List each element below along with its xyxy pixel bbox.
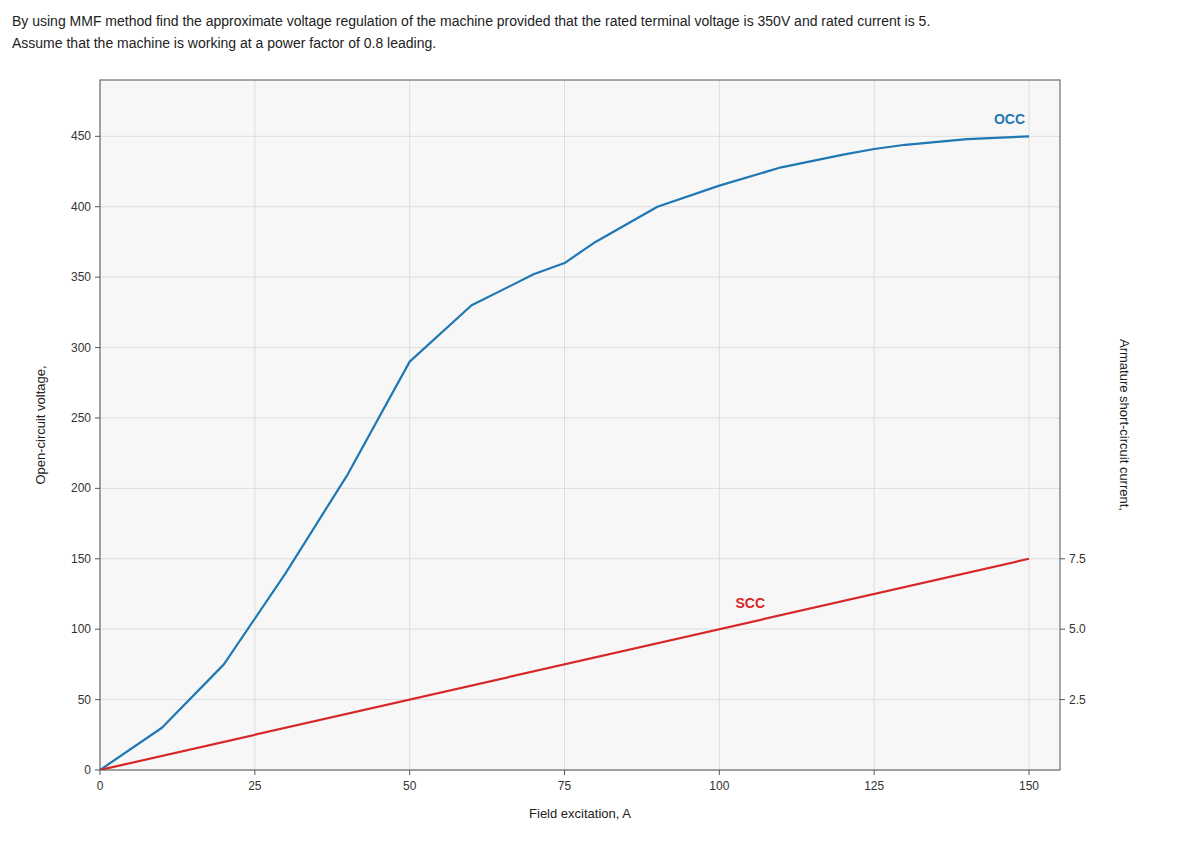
x-tick-label: 50 [403,779,417,793]
y-tick [95,770,100,771]
x-tick-label: 150 [1019,779,1039,793]
y-grid-line [100,558,1060,559]
x-axis-label: Field excitation, A [529,806,631,821]
x-tick [874,770,875,775]
x-tick-label: 100 [709,779,729,793]
y2-tick [1060,629,1065,630]
y-grid-line [100,488,1060,489]
x-tick [564,770,565,775]
y-axis-label: Open-circuit voltage, [33,365,48,484]
y-grid-line [100,417,1060,418]
y-tick [95,136,100,137]
y-grid-line [100,347,1060,348]
y-grid-line [100,206,1060,207]
x-grid-line [1029,80,1030,770]
y2-tick-label: 5.0 [1069,622,1086,636]
series-line [100,136,1029,770]
y-grid-line [100,629,1060,630]
y-tick-label: 450 [71,129,91,143]
y-grid-line [100,277,1060,278]
x-tick [1029,770,1030,775]
x-grid-line [409,80,410,770]
y-tick-label: 50 [78,693,92,707]
plot-area [100,80,1060,770]
y2-tick-label: 7.5 [1069,552,1086,566]
title: By using MMF method find the approximate… [12,13,930,29]
y-tick-label: 0 [84,763,91,777]
x-tick [254,770,255,775]
y-tick [95,558,100,559]
x-tick [100,770,101,775]
curve-label: OCC [994,111,1025,127]
x-tick [409,770,410,775]
y-tick-label: 100 [71,622,91,636]
y-tick-label: 200 [71,481,91,495]
x-grid-line [254,80,255,770]
y2-tick [1060,558,1065,559]
y-tick-label: 150 [71,552,91,566]
y-grid-line [100,699,1060,700]
x-grid-line [874,80,875,770]
y-tick [95,277,100,278]
y-tick-label: 300 [71,341,91,355]
y2-axis-label: Armature short-circuit current, [1117,339,1132,511]
series-line [100,559,1029,770]
curve-label: SCC [736,595,766,611]
chart: By using MMF method find the approximate… [0,0,1200,841]
y-tick [95,347,100,348]
y-tick [95,206,100,207]
y-tick [95,629,100,630]
x-tick-label: 75 [558,779,572,793]
x-tick-label: 0 [97,779,104,793]
y2-tick-label: 2.5 [1069,693,1086,707]
x-tick-label: 25 [248,779,262,793]
grid [100,80,1060,770]
y-tick-label: 400 [71,200,91,214]
y-tick [95,417,100,418]
y-grid-line [100,136,1060,137]
x-tick-label: 125 [864,779,884,793]
y2-tick [1060,699,1065,700]
y-tick [95,699,100,700]
y-tick-label: 350 [71,270,91,284]
subtitle: Assume that the machine is working at a … [12,35,436,51]
x-tick [719,770,720,775]
y-tick [95,488,100,489]
series-group [100,136,1029,770]
plot-frame [100,80,1060,770]
x-grid-line [564,80,565,770]
x-grid-line [719,80,720,770]
y-tick-label: 250 [71,411,91,425]
